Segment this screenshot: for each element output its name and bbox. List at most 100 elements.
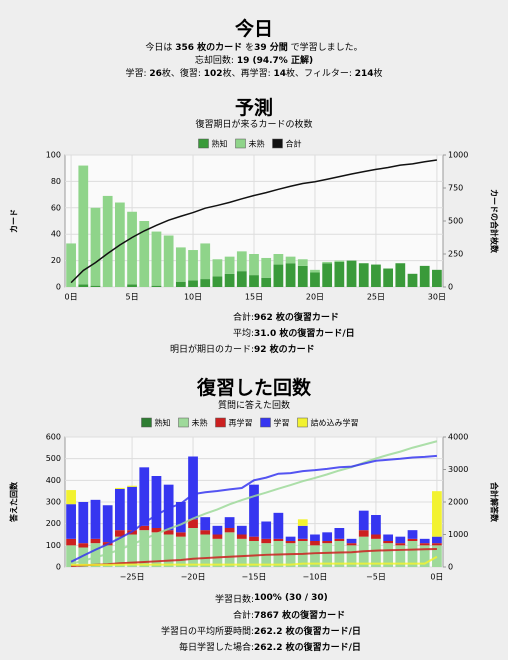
bar — [78, 543, 89, 548]
bar — [102, 505, 113, 543]
bar — [66, 545, 76, 567]
bar — [322, 263, 333, 287]
legend-label: 学習 — [274, 418, 290, 428]
bar — [66, 243, 76, 287]
bar — [322, 261, 333, 264]
bar — [66, 490, 76, 505]
bar — [346, 260, 357, 287]
bar — [151, 528, 162, 533]
stat-text: 学習: — [125, 69, 150, 79]
bar — [200, 534, 211, 567]
bar — [236, 538, 247, 567]
reviews-chart: 熟知 未熟 再学習 学習 詰め込み学習 0 100 200 300 400 500 600 0 1000 2… — [9, 417, 500, 582]
bar — [383, 534, 394, 541]
summary-label: 学習日数: — [214, 594, 254, 605]
bar — [322, 541, 333, 544]
stat-value: 102 — [203, 69, 223, 79]
bar — [285, 263, 296, 287]
bar — [249, 541, 259, 567]
bar — [212, 538, 223, 567]
stat-text: 枚、復習: — [161, 69, 204, 79]
bar — [212, 525, 223, 535]
x-tick-label: −10日 — [303, 573, 328, 582]
legend-swatch — [297, 417, 308, 428]
x-tick-label: 10日 — [184, 293, 202, 302]
bar — [297, 525, 308, 539]
bar — [200, 279, 211, 287]
y-tick-label: 400 — [46, 476, 61, 485]
forecast-summary: 合計: 962 枚の復習カード 平均: 31.0 枚の復習カード/日 明日が期日のカ… — [0, 308, 508, 356]
cumulative-line — [70, 440, 438, 565]
x-tick-label: 30日 — [428, 293, 446, 302]
summary-row: 合計: 7867 枚の復習カード — [0, 606, 508, 622]
x-tick-label: −15日 — [242, 573, 267, 582]
summary-label: 毎日学習した場合: — [178, 642, 254, 653]
legend-label: 未熟 — [192, 418, 208, 428]
bar — [236, 251, 247, 272]
bar — [175, 247, 186, 282]
bar — [114, 536, 125, 567]
bar — [78, 502, 89, 544]
bar — [285, 541, 296, 544]
bar — [224, 532, 235, 567]
summary-label: 平均: — [232, 328, 254, 339]
bar — [285, 256, 296, 264]
legend: 熟知 未熟 再学習 学習 詰め込み学習 — [141, 417, 359, 428]
bar — [114, 487, 125, 489]
bar — [175, 281, 186, 287]
bar — [407, 541, 418, 567]
legend-label: 熟知 — [212, 139, 228, 149]
stat-value: 356 枚のカード — [175, 43, 243, 53]
y-tick-label: 600 — [46, 433, 61, 442]
stat-value: 39 分間 — [254, 43, 288, 53]
y-tick-label: 100 — [46, 541, 61, 550]
bar — [139, 221, 150, 287]
bar — [188, 456, 198, 520]
bar — [297, 538, 308, 541]
today-line: 今日は 356 枚のカード を39 分間 で学習しました。 — [0, 40, 508, 53]
bar — [432, 545, 442, 567]
bar — [224, 273, 235, 287]
bar — [151, 285, 162, 287]
bar — [371, 534, 381, 539]
bar — [334, 260, 345, 262]
bar — [273, 264, 284, 287]
bar — [127, 284, 137, 287]
legend-label: 熟知 — [155, 418, 171, 428]
bar — [395, 536, 406, 544]
bar — [371, 515, 381, 535]
bar — [127, 486, 137, 531]
bar — [273, 538, 284, 541]
bar — [334, 528, 345, 539]
legend: 熟知 未熟 合計 — [198, 138, 302, 149]
today-title: 今日 — [234, 18, 273, 40]
summary-value: 262.2 枚の復習カード/日 — [254, 626, 361, 637]
y2-tick-label: 3000 — [448, 465, 468, 474]
summary-label: 明日が期日のカード: — [169, 344, 254, 355]
bar — [297, 259, 308, 266]
bar — [102, 195, 113, 287]
bar — [407, 273, 418, 287]
reviews-summary: 学習日数: 100% (30 / 30) 合計: 7867 枚の復習カード 学習日の… — [0, 590, 508, 654]
y2-tick-label: 1000 — [448, 151, 468, 160]
bar — [383, 541, 394, 544]
summary-value: 92 枚のカード — [254, 344, 315, 355]
bar — [261, 257, 272, 278]
y-tick-label: 40 — [51, 230, 61, 239]
summary-value: 262.2 枚の復習カード/日 — [254, 642, 361, 653]
bar — [407, 538, 418, 541]
bar — [200, 530, 211, 535]
legend-swatch — [141, 417, 152, 428]
bar — [163, 534, 174, 567]
y2-tick-label: 2000 — [448, 498, 468, 507]
bar — [188, 528, 198, 567]
y-axis-label: カード — [10, 209, 19, 233]
bar — [127, 211, 137, 285]
bar — [188, 250, 198, 281]
legend-swatch — [272, 138, 283, 149]
bar — [322, 543, 333, 567]
bar — [78, 165, 89, 285]
bar — [236, 525, 247, 535]
